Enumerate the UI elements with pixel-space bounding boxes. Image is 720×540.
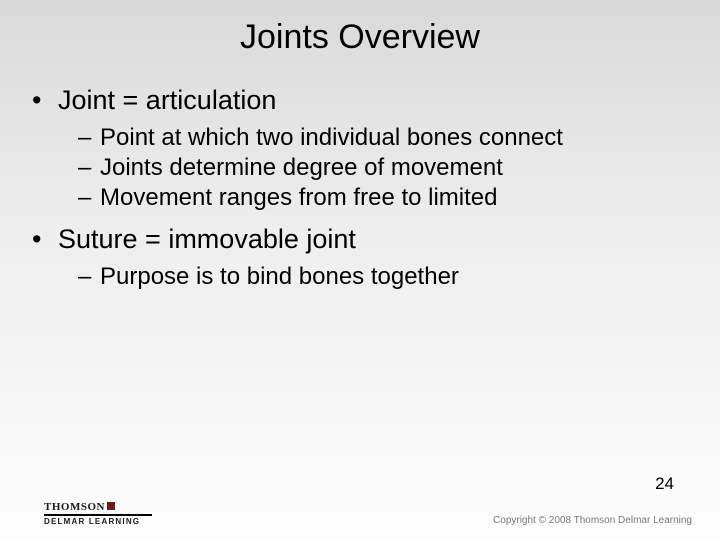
- bullet-sub-text: Joints determine degree of movement: [100, 154, 503, 182]
- bullet-dot-icon: •: [30, 85, 58, 116]
- slide-title: Joints Overview: [0, 0, 720, 85]
- bullet-sub-text: Point at which two individual bones conn…: [100, 124, 563, 152]
- bullet-main-text: Suture = immovable joint: [58, 224, 356, 255]
- logo-star-icon: [107, 502, 115, 510]
- copyright-text: Copyright © 2008 Thomson Delmar Learning: [493, 515, 692, 526]
- bullet-dash-icon: –: [78, 124, 100, 152]
- page-number: 24: [655, 474, 674, 494]
- bullet-sub: – Joints determine degree of movement: [30, 154, 690, 182]
- bullet-main: • Joint = articulation: [30, 85, 690, 116]
- bullet-sub: – Movement ranges from free to limited: [30, 184, 690, 212]
- slide-body: • Joint = articulation – Point at which …: [0, 85, 720, 291]
- bullet-sub-text: Movement ranges from free to limited: [100, 184, 498, 212]
- bullet-main-text: Joint = articulation: [58, 85, 276, 116]
- bullet-sub: – Purpose is to bind bones together: [30, 263, 690, 291]
- logo-bottom-text: DELMAR LEARNING: [44, 517, 152, 526]
- bullet-sub: – Point at which two individual bones co…: [30, 124, 690, 152]
- bullet-sub-text: Purpose is to bind bones together: [100, 263, 459, 291]
- logo-top-text: THOMSON: [44, 501, 152, 513]
- slide-footer: THOMSON DELMAR LEARNING 24 Copyright © 2…: [0, 492, 720, 540]
- publisher-logo: THOMSON DELMAR LEARNING: [44, 501, 152, 526]
- logo-divider-icon: [44, 514, 152, 516]
- bullet-dash-icon: –: [78, 154, 100, 182]
- bullet-dot-icon: •: [30, 224, 58, 255]
- bullet-dash-icon: –: [78, 184, 100, 212]
- bullet-main: • Suture = immovable joint: [30, 224, 690, 255]
- bullet-dash-icon: –: [78, 263, 100, 291]
